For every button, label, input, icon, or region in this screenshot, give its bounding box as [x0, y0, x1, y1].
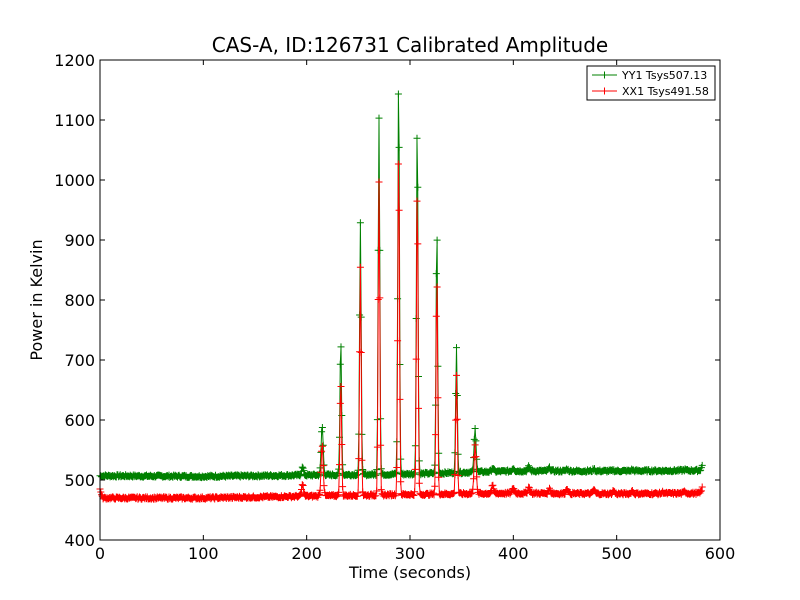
y-axis-label: Power in Kelvin [27, 239, 46, 360]
chart-title: CAS-A, ID:126731 Calibrated Amplitude [212, 33, 608, 57]
ticks-layer: 0 100 200 300 400 500 600 400 500 600 700 800 900 100… [54, 51, 735, 563]
series-xx1 [96, 160, 706, 503]
y-tick-label: 1200 [54, 51, 95, 70]
x-tick-label: 400 [498, 544, 529, 563]
y-tick-label: 700 [64, 351, 95, 370]
legend: YY1 Tsys507.13 XX1 Tsys491.58 [586, 65, 716, 101]
x-tick-label: 600 [705, 544, 736, 563]
legend-box [586, 65, 716, 101]
x-axis-label: Time (seconds) [348, 563, 471, 582]
y-tick-label: 500 [64, 471, 95, 490]
x-tick-label: 200 [291, 544, 322, 563]
x-tick-label: 300 [395, 544, 426, 563]
y-tick-label: 1100 [54, 111, 95, 130]
y-tick-label: 400 [64, 531, 95, 550]
series-layer [96, 90, 706, 503]
legend-marker [601, 87, 608, 95]
y-tick-label: 600 [64, 411, 95, 430]
x-tick-label: 500 [601, 544, 632, 563]
legend-label: XX1 Tsys491.58 [622, 85, 709, 98]
y-tick-label: 800 [64, 291, 95, 310]
x-tick-label: 0 [95, 544, 105, 563]
y-tick-label: 900 [64, 231, 95, 250]
legend-label: YY1 Tsys507.13 [621, 69, 707, 82]
legend-marker [601, 71, 608, 79]
y-tick-label: 1000 [54, 171, 95, 190]
x-tick-label: 100 [188, 544, 219, 563]
